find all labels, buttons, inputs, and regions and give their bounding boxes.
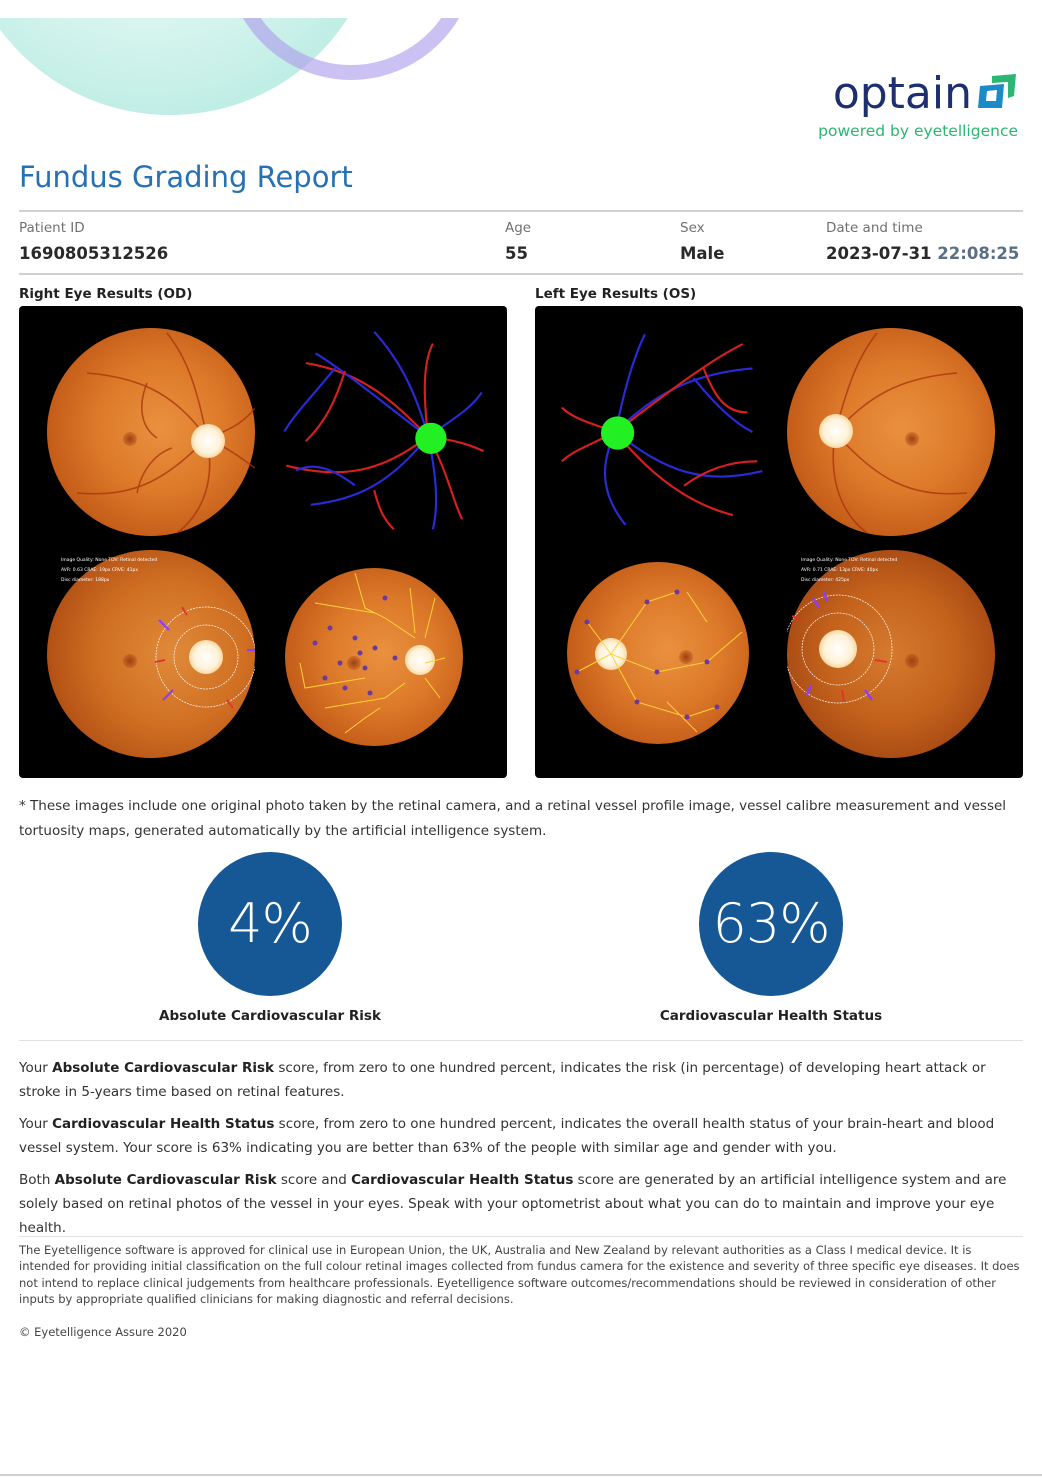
right-eye-measurement-text: Image Quality: None TDV: Retinal detecte… [61, 558, 158, 583]
logo-tagline: powered by eyetelligence [818, 122, 1018, 140]
divider [19, 1040, 1023, 1041]
right-eye-heading: Right Eye Results (OD) [19, 286, 193, 302]
score-explanations: Your Absolute Cardiovascular Risk score,… [19, 1056, 1023, 1248]
date-value: 2023-07-31 [826, 244, 932, 263]
vessels-icon [76, 332, 255, 534]
health-score-badge: 63% [699, 852, 843, 996]
optic-disc [819, 630, 857, 668]
sex-value: Male [680, 244, 725, 263]
patient-id-label: Patient ID [19, 220, 85, 236]
divider [19, 1236, 1023, 1237]
left-eye-original-photo [787, 328, 995, 536]
right-eye-original-photo [47, 328, 255, 536]
datetime-value: 2023-07-31 22:08:25 [826, 244, 1019, 263]
left-eye-measurement-text: Image Quality: None TDV: Retinal detecte… [801, 558, 898, 583]
optic-disc [191, 424, 225, 458]
copyright: © Eyetelligence Assure 2020 [19, 1325, 187, 1339]
logo-mark-icon [978, 74, 1016, 108]
left-eye-vessel-profile [561, 333, 763, 526]
right-eye-image-panel: Image Quality: None TDV: Retinal detecte… [19, 306, 507, 778]
health-status-score: 63% Cardiovascular Health Status [621, 852, 921, 1024]
page-bottom-border [0, 1474, 1042, 1476]
right-eye-vessel-tortuosity [285, 568, 463, 746]
health-explanation: Your Cardiovascular Health Status score,… [19, 1116, 995, 1156]
risk-explanation: Your Absolute Cardiovascular Risk score,… [19, 1060, 986, 1100]
left-eye-vessel-calibre [787, 550, 995, 758]
optic-disc [189, 640, 223, 674]
optic-disc-marker [415, 422, 447, 454]
time-value: 22:08:25 [937, 244, 1020, 263]
right-eye-vessel-calibre [47, 550, 255, 758]
right-eye-vessel-profile [283, 331, 485, 530]
header-decoration [0, 0, 520, 130]
page-title: Fundus Grading Report [19, 160, 353, 194]
age-label: Age [505, 220, 532, 236]
left-eye-image-panel: Image Quality: None TDV: Retinal detecte… [535, 306, 1023, 778]
divider [19, 210, 1023, 212]
optic-disc [405, 645, 435, 675]
risk-score-badge: 4% [198, 852, 342, 996]
regulatory-disclaimer: The Eyetelligence software is approved f… [19, 1243, 1020, 1306]
datetime-label: Date and time [826, 220, 923, 236]
sex-field: Sex Male [680, 220, 724, 263]
datetime-field: Date and time 2023-07-31 22:08:25 [826, 220, 1019, 263]
age-field: Age 55 [505, 220, 531, 263]
images-caption: * These images include one original phot… [19, 798, 1007, 839]
health-score-label: Cardiovascular Health Status [659, 1008, 883, 1024]
divider [19, 273, 1023, 275]
ai-explanation: Both Absolute Cardiovascular Risk score … [19, 1172, 1007, 1236]
optain-logo: optain powered by eyetelligence [818, 72, 1018, 141]
patient-info: Patient ID 1690805312526 Age 55 Sex Male… [19, 220, 1023, 270]
risk-score-label: Absolute Cardiovascular Risk [159, 1008, 381, 1024]
optic-disc [819, 414, 853, 448]
sex-label: Sex [680, 220, 705, 236]
patient-id-value: 1690805312526 [19, 244, 169, 263]
optic-disc-marker [600, 416, 635, 450]
left-eye-heading: Left Eye Results (OS) [535, 286, 697, 302]
left-eye-vessel-tortuosity [567, 562, 749, 744]
absolute-risk-score: 4% Absolute Cardiovascular Risk [120, 852, 420, 1024]
age-value: 55 [505, 244, 528, 263]
patient-id-field: Patient ID 1690805312526 [19, 220, 168, 263]
logo-wordmark: optain [832, 68, 972, 119]
